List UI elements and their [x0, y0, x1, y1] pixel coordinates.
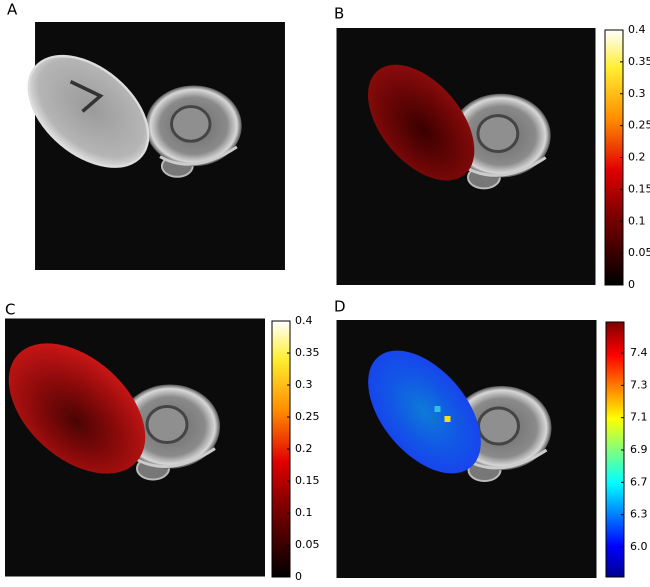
tick-label: 6.3: [630, 508, 648, 521]
tick-label: 0.4: [628, 23, 646, 36]
tick-label: 0.1: [295, 506, 313, 519]
colorbar: 0 0.05 0.1 0.15 0.2 0.25 0.3 0.35 0.4: [271, 314, 320, 583]
panel-b: B 0 0.05 0.1 0.15 0.2 0.25 0.3 0.35 0.4: [334, 5, 650, 292]
tick-label: 0: [295, 570, 302, 583]
tick-label: 0.2: [628, 151, 646, 164]
tick-label: 0.15: [628, 182, 650, 195]
panel-label: B: [334, 5, 344, 23]
panel-a: A: [7, 1, 287, 270]
mri-image: [5, 318, 265, 577]
panel-c: C 0 0.05 0.1 0.15 0.2 0.25 0.3 0.35 0.4: [5, 301, 320, 583]
tick-label: 6.0: [630, 540, 648, 553]
panel-label: D: [334, 298, 346, 316]
mri-image: [27, 22, 287, 270]
tick-label: 0.3: [628, 87, 646, 100]
tick-label: 7.3: [630, 378, 648, 391]
panel-d: D 7.4 7.3 7.1 6.9 6.7 6.3 6.0: [334, 298, 648, 578]
colorbar: 0 0.05 0.1 0.15 0.2 0.25 0.3 0.35 0.4: [604, 23, 650, 291]
tick-label: 6.7: [630, 475, 648, 488]
tick-label: 0.05: [295, 538, 320, 551]
tick-label: 0.2: [295, 442, 313, 455]
colorbar: 7.4 7.3 7.1 6.9 6.7 6.3 6.0: [605, 321, 648, 578]
tick-label: 7.1: [630, 411, 648, 424]
tick-label: 0.4: [295, 314, 313, 327]
tick-label: 0.15: [295, 474, 320, 487]
tick-label: 0.25: [295, 410, 320, 423]
tick-label: 0.1: [628, 214, 646, 227]
tick-label: 0.35: [295, 346, 320, 359]
panel-label: A: [7, 1, 18, 19]
tick-label: 6.9: [630, 443, 648, 456]
panel-label: C: [5, 301, 15, 319]
tick-label: 0.05: [628, 246, 650, 259]
tick-label: 7.4: [630, 346, 648, 359]
tick-label: 0: [628, 278, 635, 291]
mri-image: [336, 320, 597, 578]
tick-label: 0.25: [628, 119, 650, 132]
tick-label: 0.3: [295, 378, 313, 391]
mri-image: [336, 28, 596, 285]
tick-label: 0.35: [628, 55, 650, 68]
